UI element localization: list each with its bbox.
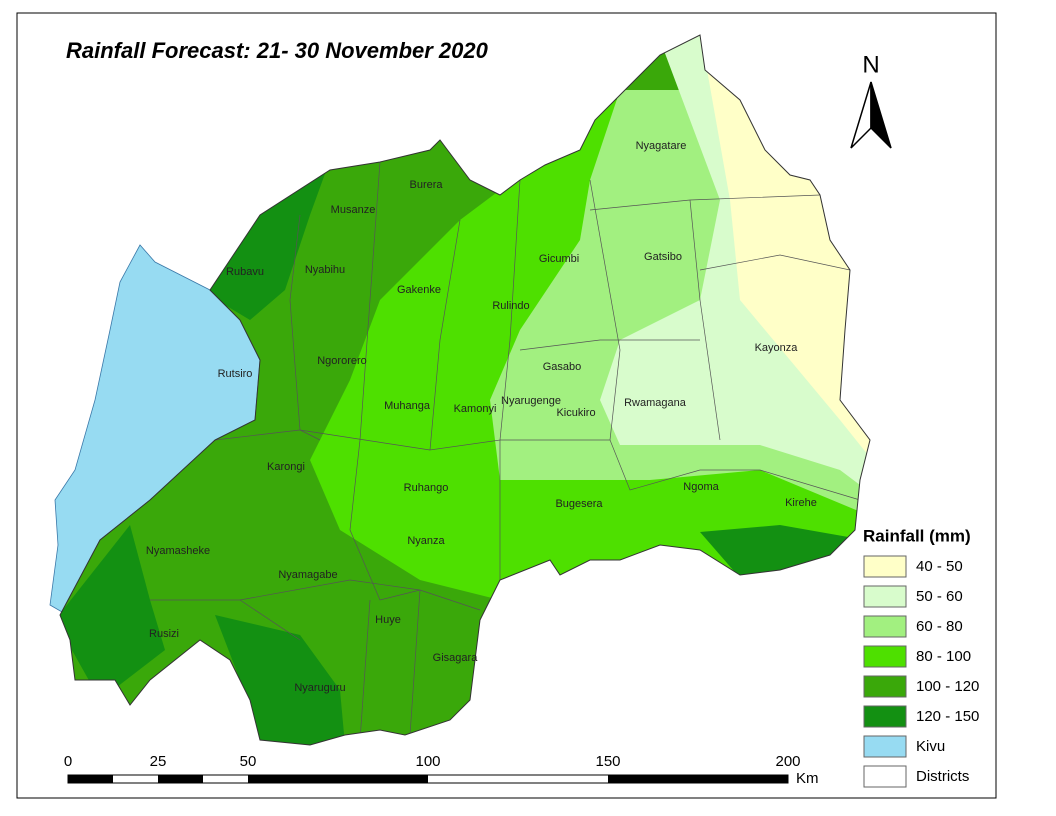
legend-swatch: [863, 645, 907, 668]
district-label: Ngororero: [317, 355, 367, 367]
country-outline: [59, 34, 871, 746]
scale-label: 25: [150, 753, 167, 770]
zone: [60, 525, 165, 700]
district-label: Nyarugenge: [501, 395, 561, 407]
district-label: Muhanga: [384, 400, 431, 412]
district-label: Ngoma: [683, 481, 719, 493]
legend-label: 50 - 60: [916, 588, 963, 605]
district-label: Nyamagabe: [278, 569, 337, 581]
legend-swatch: [863, 705, 907, 728]
north-arrow: N: [850, 51, 892, 149]
legend-swatch: [863, 585, 907, 608]
district-label: Kamonyi: [454, 403, 497, 415]
legend-swatch: [863, 765, 907, 788]
district-label: Rwamagana: [624, 397, 687, 409]
legend-label: 100 - 120: [916, 678, 979, 695]
legend-swatch: [863, 615, 907, 638]
legend-label: 40 - 50: [916, 558, 963, 575]
district-label: Rubavu: [226, 266, 264, 278]
legend-label: 120 - 150: [916, 708, 979, 725]
legend-label: 60 - 80: [916, 618, 963, 635]
district-label: Gakenke: [397, 284, 441, 296]
district-labels: Nyagatare Burera Musanze Gatsibo Gicumbi…: [146, 140, 817, 694]
scale-label: 50: [240, 753, 257, 770]
north-label: N: [862, 51, 879, 78]
scale-label: 100: [415, 753, 440, 770]
district-label: Gatsibo: [644, 251, 682, 263]
district-label: Rutsiro: [218, 368, 253, 380]
scale-label: 200: [775, 753, 800, 770]
legend-label: Districts: [916, 768, 969, 785]
district-label: Nyabihu: [305, 264, 345, 276]
zone: [200, 160, 330, 320]
rainfall-zones: [60, 35, 870, 745]
legend-title: Rainfall (mm): [863, 526, 971, 545]
legend-label: 80 - 100: [916, 648, 971, 665]
district-label: Nyagatare: [636, 140, 687, 152]
district-label: Rusizi: [149, 628, 179, 640]
legend: Rainfall (mm) 40 - 50 50 - 60 60 - 80 80 - …: [863, 526, 979, 788]
legend-label: Kivu: [916, 738, 945, 755]
district-label: Bugesera: [555, 498, 603, 510]
legend-swatch: [863, 735, 907, 758]
district-label: Karongi: [267, 461, 305, 473]
scale-label: 0: [64, 753, 72, 770]
legend-swatch: [863, 555, 907, 578]
district-label: Gicumbi: [539, 253, 579, 265]
legend-swatch: [863, 675, 907, 698]
map-title: Rainfall Forecast: 21- 30 November 2020: [66, 38, 489, 63]
district-label: Kicukiro: [556, 407, 595, 419]
district-label: Ruhango: [404, 482, 449, 494]
district-label: Burera: [409, 179, 443, 191]
district-label: Nyanza: [407, 535, 445, 547]
district-boundaries: [150, 161, 861, 741]
scale-unit: Km: [796, 770, 819, 787]
scale-bar: Km 0 25 50 100 150 200: [64, 753, 819, 787]
district-label: Nyaruguru: [294, 682, 345, 694]
district-label: Rulindo: [492, 300, 529, 312]
district-label: Gasabo: [543, 361, 582, 373]
district-label: Kayonza: [755, 342, 799, 354]
district-label: Nyamasheke: [146, 545, 210, 557]
district-label: Huye: [375, 614, 401, 626]
district-label: Kirehe: [785, 497, 817, 509]
district-label: Musanze: [331, 204, 376, 216]
scale-label: 150: [595, 753, 620, 770]
zone: [700, 525, 865, 578]
district-label: Gisagara: [433, 652, 479, 664]
